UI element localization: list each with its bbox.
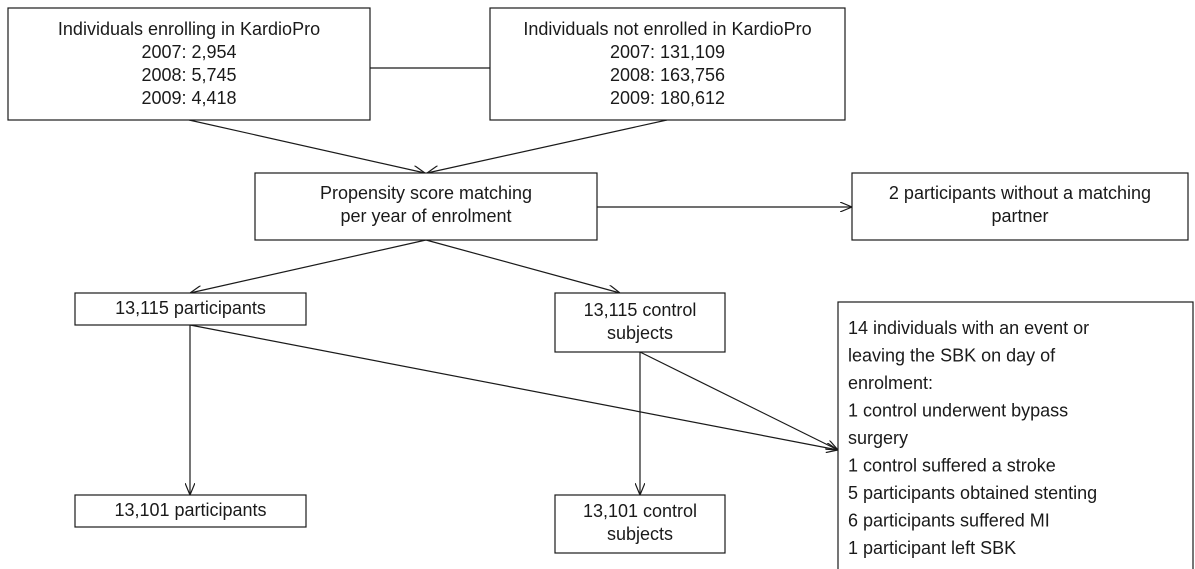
node-box — [554, 292, 726, 353]
arrow — [639, 351, 838, 450]
node: Individuals enrolling in KardioPro 2007: … — [7, 7, 371, 121]
node-text: enrolment: — [848, 373, 933, 393]
node-text: 5 participants obtained stenting — [848, 483, 1097, 503]
node-text: subjects — [607, 323, 673, 343]
node: 14 individuals with an event or leaving t… — [837, 301, 1194, 569]
node: 13,101 control subjects — [554, 494, 726, 554]
node-box — [254, 172, 598, 241]
node-box — [7, 7, 371, 121]
node-box — [837, 301, 1194, 569]
node-text: 2008: 5,745 — [141, 65, 236, 85]
node-box — [74, 494, 307, 528]
node-text: 6 participants suffered MI — [848, 510, 1050, 530]
node-text: 13,101 participants — [114, 500, 266, 520]
node-text: 1 control underwent bypass — [848, 400, 1068, 420]
node-text: surgery — [848, 428, 908, 448]
arrow — [190, 239, 427, 293]
node-text: 1 participant left SBK — [848, 538, 1016, 558]
node-text: 13,115 participants — [115, 298, 266, 318]
arrow — [425, 239, 620, 293]
node-text: 13,101 control — [583, 501, 697, 521]
node: 13,115 control subjects — [554, 292, 726, 353]
node-text: partner — [991, 206, 1048, 226]
node-box — [851, 172, 1189, 241]
node-text: Individuals enrolling in KardioPro — [58, 19, 320, 39]
node-text: 2007: 2,954 — [141, 42, 236, 62]
node-text: per year of enrolment — [340, 206, 511, 226]
node-text: 2009: 4,418 — [141, 88, 236, 108]
arrow — [188, 119, 425, 173]
node-text: 2008: 163,756 — [610, 65, 725, 85]
node-text: subjects — [607, 524, 673, 544]
node-text: 2009: 180,612 — [610, 88, 725, 108]
connectors — [188, 67, 852, 495]
node-text: 2 participants without a matching — [889, 183, 1151, 203]
node: Propensity score matching per year of enr… — [254, 172, 598, 241]
node-text: 1 control suffered a stroke — [848, 455, 1056, 475]
node-box — [74, 292, 307, 326]
node-text: Propensity score matching — [320, 183, 532, 203]
arrow — [427, 119, 668, 173]
node: 13,115 participants — [74, 292, 307, 326]
node: 2 participants without a matching partner — [851, 172, 1189, 241]
arrow — [189, 324, 838, 450]
node-text: 2007: 131,109 — [610, 42, 725, 62]
node-text: leaving the SBK on day of — [848, 345, 1056, 365]
node: 13,101 participants — [74, 494, 307, 528]
node-box — [489, 7, 846, 121]
node-text: 14 individuals with an event or — [848, 318, 1089, 338]
node-text: Individuals not enrolled in KardioPro — [523, 19, 811, 39]
node-box — [554, 494, 726, 554]
node-text: 13,115 control — [584, 300, 697, 320]
node: Individuals not enrolled in KardioPro 200… — [489, 7, 846, 121]
